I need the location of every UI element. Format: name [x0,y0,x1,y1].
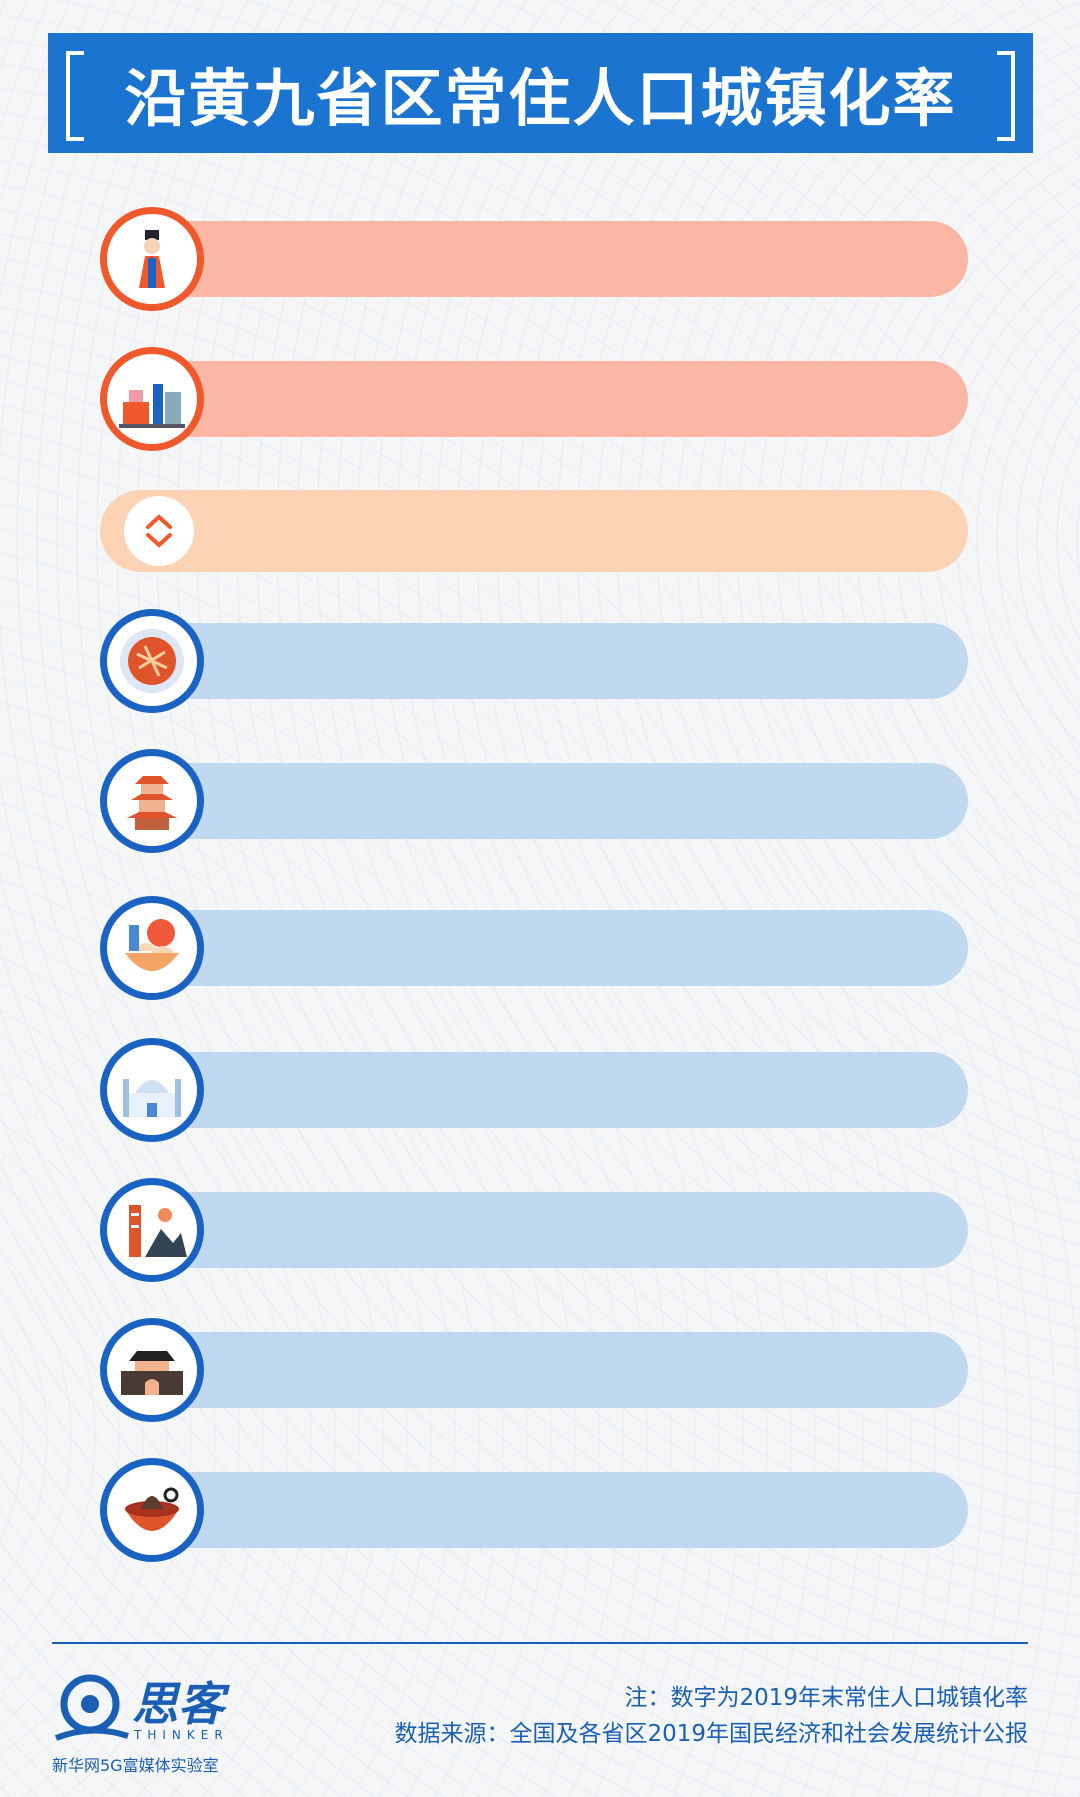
hotpot-bowl-icon [125,1487,179,1531]
row-icon-badge [100,1458,204,1562]
chart-bar [150,1052,968,1128]
pagoda-tower-icon [127,776,177,830]
pagoda-mountain-icon [129,1205,187,1257]
row-icon-badge [100,347,204,451]
row-icon-badge [100,1318,204,1422]
food-plate-icon [120,629,184,693]
row-icon-badge [100,749,204,853]
mosque-icon [123,1079,181,1117]
row-icon-badge [100,609,204,713]
left-bracket [66,51,84,141]
row-icon-badge [100,207,204,311]
mongolian-figure-icon [139,230,165,288]
dumplings-bowl-icon [125,919,179,971]
expand-toggle-icon [146,514,172,548]
footer-divider [52,1642,1028,1644]
row-icon-badge [100,1038,204,1142]
expand-toggle-button[interactable] [124,496,194,566]
right-bracket [997,51,1015,141]
logo-english: THINKER [134,1728,229,1742]
source-text: 数据来源：全国及各省区2019年国民经济和社会发展统计公报 [394,1721,1028,1747]
row-icon-badge [100,1178,204,1282]
row-icon-badge [100,896,204,1000]
chart-bar [100,490,968,572]
city-skyline-icon [119,384,185,428]
footnote: 注：数字为2019年末常住人口城镇化率 数据来源：全国及各省区2019年国民经济… [394,1680,1028,1752]
note-text: 注：数字为2019年末常住人口城镇化率 [624,1685,1028,1711]
chart-bar [150,1332,968,1408]
chart-bar [150,361,968,437]
thinker-logo: 思客 THINKER 新华网5G富媒体实验室 [52,1668,272,1778]
chart-bar [150,1192,968,1268]
page-title: 沿黄九省区常住人口城镇化率 [124,62,957,135]
chart-bar [150,623,968,699]
logo-subtitle: 新华网5G富媒体实验室 [52,1756,219,1775]
chart-bar [150,763,968,839]
urbanization-chart [100,207,968,1562]
chart-bar [150,1472,968,1548]
chart-bar [150,221,968,297]
city-gate-icon [121,1351,183,1395]
wave-logo-icon [54,1674,129,1741]
title-banner: 沿黄九省区常住人口城镇化率 [48,33,1033,153]
logo-name: 思客 [132,1677,224,1731]
chart-bar [150,910,968,986]
